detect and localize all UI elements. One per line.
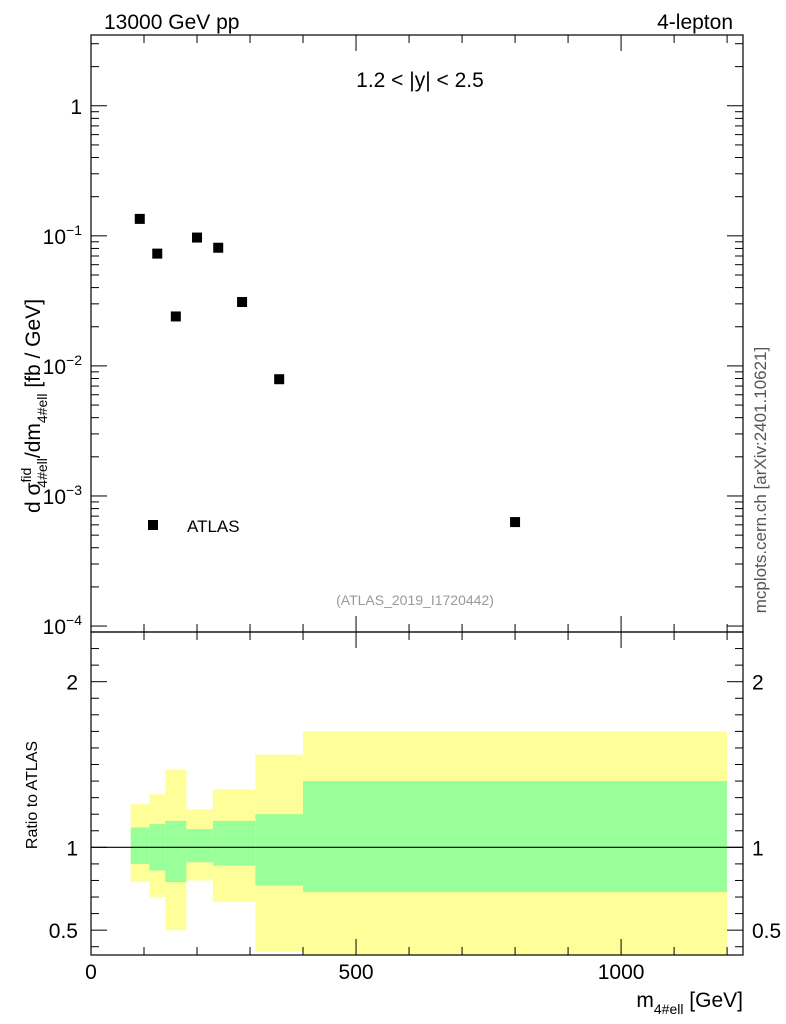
ratio-y-tick-label: 2 [66,672,78,695]
data-point [274,374,285,385]
ratio-inner-band [212,820,256,866]
legend-marker [148,520,158,530]
ratio-y-tick-label-right: 0.5 [752,920,781,943]
panel-title: 1.2 < |y| < 2.5 [356,69,484,92]
x-tick-label: 0 [85,961,97,984]
y-tick-label: 1 [70,96,82,119]
ratio-inner-band [303,781,728,893]
ratio-inner-band [130,827,150,864]
x-axis-label: m4#ell [GeV] [636,989,743,1017]
header-right-label: 4-lepton [657,11,733,34]
ratio-frame [90,631,744,956]
y-tick-label: 10−4 [43,612,83,639]
ratio-inner-band [165,820,187,883]
data-point [134,213,145,224]
ratio-y-tick-label-right: 2 [752,672,764,695]
data-point [152,248,163,259]
ratio-inner-band [186,829,213,863]
ratio-panel: 0 500 1000 0.5 0.5 1 1 2 2 Ratio to ATLAS m4#ell [… [24,631,781,1017]
ratio-y-tick-label: 1 [66,837,78,860]
y-tick-label: 10−2 [43,352,83,379]
ratio-y-tick-label-right: 1 [752,837,764,860]
ratio-y-tick-label: 0.5 [49,920,78,943]
ratio-inner-band [255,814,304,886]
side-label: mcplots.cern.ch [arXiv:2401.10621] [751,347,770,613]
main-panel: 1 10−1 10−2 10−3 10−4 1.2 < |y| < 2.5 (ATLAS_2… [18,34,744,639]
analysis-watermark: (ATLAS_2019_I1720442) [336,592,494,608]
data-point [170,311,181,322]
x-tick-label: 500 [339,961,374,984]
y-tick-label: 10−1 [43,222,83,249]
data-point [192,232,203,243]
x-tick-label: 1000 [598,961,645,984]
data-point [213,242,224,253]
header-left-label: 13000 GeV pp [104,11,239,34]
y-axis-label: d σfid4#ell/dm4#ell [fb / GeV] [18,299,50,513]
main-frame [90,34,744,633]
data-point [237,296,248,307]
legend-label: ATLAS [187,517,240,536]
data-point [510,517,521,528]
ratio-y-axis-label: Ratio to ATLAS [24,741,41,849]
y-tick-label: 10−3 [43,482,83,509]
